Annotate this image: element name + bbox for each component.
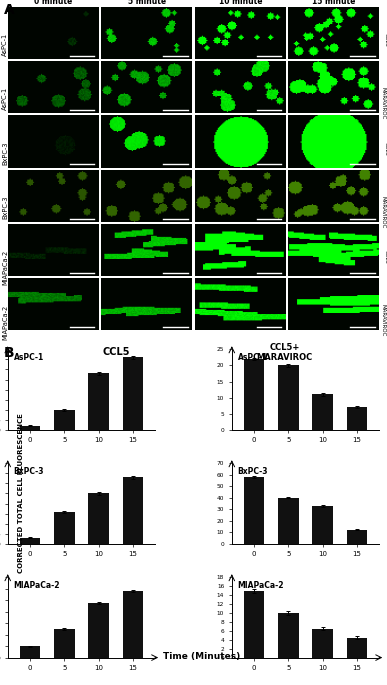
Bar — [123, 591, 143, 658]
Bar — [88, 493, 109, 544]
Bar — [347, 530, 367, 544]
Text: AsPC-1: AsPC-1 — [14, 353, 44, 362]
Text: CCL5+
MARAVIROC: CCL5+ MARAVIROC — [256, 342, 313, 362]
Bar — [347, 407, 367, 429]
Bar — [123, 358, 143, 429]
Bar — [244, 359, 264, 429]
Text: BxPC-3: BxPC-3 — [238, 466, 268, 475]
Text: BxPC-3: BxPC-3 — [14, 466, 44, 475]
Y-axis label: AsPC-1: AsPC-1 — [2, 87, 8, 110]
Bar — [278, 613, 299, 658]
Bar — [312, 506, 333, 544]
Title: 10 minute: 10 minute — [219, 0, 262, 6]
Text: MIAPaCa-2: MIAPaCa-2 — [14, 581, 60, 590]
Y-axis label: CCL5: CCL5 — [384, 33, 387, 47]
Y-axis label: BxPC-3: BxPC-3 — [2, 142, 8, 165]
Bar — [278, 366, 299, 429]
Title: 0 minute: 0 minute — [34, 0, 72, 6]
Y-axis label: MIAPaCa-2: MIAPaCa-2 — [2, 304, 8, 340]
Text: Time (Minutes): Time (Minutes) — [163, 651, 240, 661]
Bar — [244, 590, 264, 658]
Title: 5 minute: 5 minute — [128, 0, 166, 6]
Bar — [20, 538, 40, 544]
Bar — [88, 373, 109, 429]
Bar — [54, 512, 75, 544]
Bar — [54, 410, 75, 429]
Y-axis label: CCL5+
MARAVIROC: CCL5+ MARAVIROC — [381, 304, 387, 337]
Y-axis label: MIAPaCa-2: MIAPaCa-2 — [2, 250, 8, 286]
Y-axis label: CCL5: CCL5 — [384, 250, 387, 264]
Bar — [312, 629, 333, 658]
Text: MIAPaCa-2: MIAPaCa-2 — [238, 581, 284, 590]
Y-axis label: CCL5+
MARAVIROC: CCL5+ MARAVIROC — [381, 196, 387, 228]
Bar — [278, 498, 299, 544]
Bar — [244, 477, 264, 544]
Text: B: B — [4, 346, 14, 360]
Text: A: A — [4, 3, 15, 17]
Text: CORRECTED TOTAL CELL FLUORESCENCE: CORRECTED TOTAL CELL FLUORESCENCE — [18, 413, 24, 573]
Bar — [20, 646, 40, 658]
Bar — [123, 477, 143, 544]
Title: 15 minute: 15 minute — [312, 0, 356, 6]
Text: AsPC-1: AsPC-1 — [238, 353, 268, 362]
Y-axis label: AsPC-1: AsPC-1 — [2, 33, 8, 56]
Y-axis label: CCL5+
MARAVIROC: CCL5+ MARAVIROC — [381, 87, 387, 120]
Bar — [54, 629, 75, 658]
Bar — [20, 425, 40, 429]
Y-axis label: CCL5: CCL5 — [384, 142, 387, 155]
Bar — [347, 638, 367, 658]
Y-axis label: BxPC-3: BxPC-3 — [2, 196, 8, 219]
Text: CCL5: CCL5 — [102, 347, 130, 357]
Bar — [88, 603, 109, 658]
Bar — [312, 395, 333, 429]
